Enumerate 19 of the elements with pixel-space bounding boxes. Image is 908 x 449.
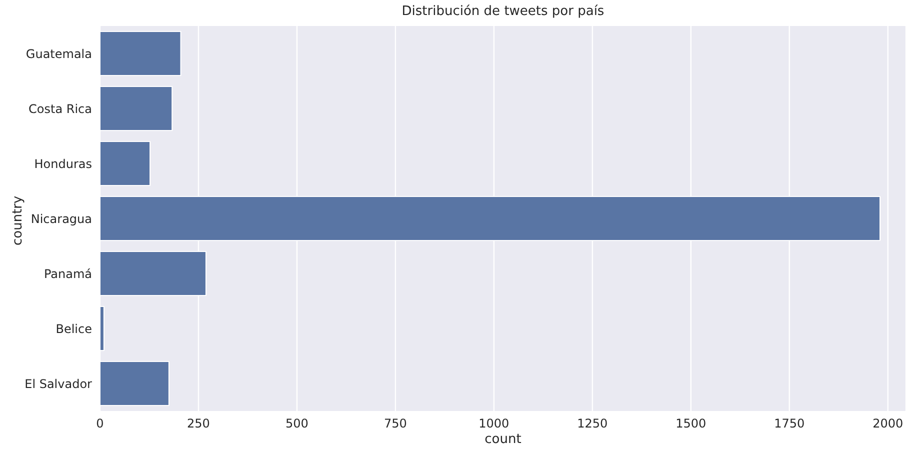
x-tick-label: 500 xyxy=(286,416,308,431)
y-tick-label: Nicaragua xyxy=(30,212,92,226)
y-tick-label: Panamá xyxy=(44,266,92,281)
x-axis-title: count xyxy=(484,432,522,447)
y-tick-label: Guatemala xyxy=(26,46,92,61)
y-tick-label: Costa Rica xyxy=(28,102,92,116)
x-tick-label: 1250 xyxy=(577,416,608,431)
x-tick-label: 1500 xyxy=(676,416,706,431)
y-tick-label: Belice xyxy=(56,322,92,336)
x-tick-label: 2000 xyxy=(872,416,904,431)
x-tick-label: 1750 xyxy=(774,416,805,431)
x-tick-label: 750 xyxy=(384,416,407,431)
x-tick-label: 1000 xyxy=(478,416,510,431)
y-tick-label: El Salvador xyxy=(24,376,92,391)
x-tick-label: 0 xyxy=(96,416,104,431)
chart-title: Distribución de tweets por país xyxy=(400,4,606,19)
x-tick-label: 250 xyxy=(187,416,210,431)
y-tick-label: Honduras xyxy=(34,156,92,171)
y-axis-title: country xyxy=(10,196,26,246)
